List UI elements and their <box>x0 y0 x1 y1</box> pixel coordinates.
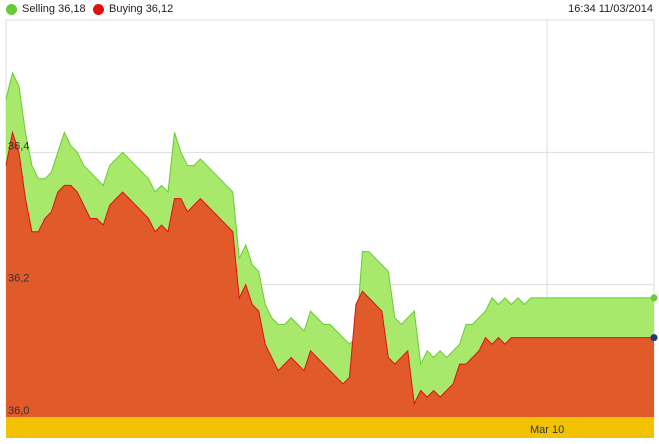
timestamp: 16:34 11/03/2014 <box>568 3 653 15</box>
selling-dot-icon <box>6 3 17 15</box>
series-areas <box>5 71 654 417</box>
y-tick-label-1: 36,2 <box>8 273 29 285</box>
x-axis-band <box>6 417 654 438</box>
x-tick-label-0: Mar 10 <box>530 424 564 436</box>
series-line-selling <box>5 71 654 366</box>
x-axis-ticks: Mar 10 <box>530 424 564 436</box>
series-line-buying <box>5 130 654 406</box>
legend-selling[interactable]: Selling 36,18 <box>6 3 86 15</box>
legend-buying-label: Buying 36,12 <box>109 3 174 15</box>
chart-header: Selling 36,18 Buying 36,12 16:34 11/03/2… <box>0 0 659 20</box>
buying-dot-icon <box>93 3 104 15</box>
y-tick-label-0: 36,0 <box>8 405 29 417</box>
series-endpoint-buying[interactable] <box>650 334 658 342</box>
y-axis-ticks: 36,0 36,2 36,4 <box>8 140 29 417</box>
series-endpoint-selling[interactable] <box>650 294 658 302</box>
legend-buying[interactable]: Buying 36,12 <box>93 3 173 15</box>
series-area-buying <box>6 132 654 417</box>
y-tick-label-2: 36,4 <box>8 140 29 152</box>
legend-selling-label: Selling 36,18 <box>22 3 86 15</box>
series-endpoints <box>650 294 658 342</box>
